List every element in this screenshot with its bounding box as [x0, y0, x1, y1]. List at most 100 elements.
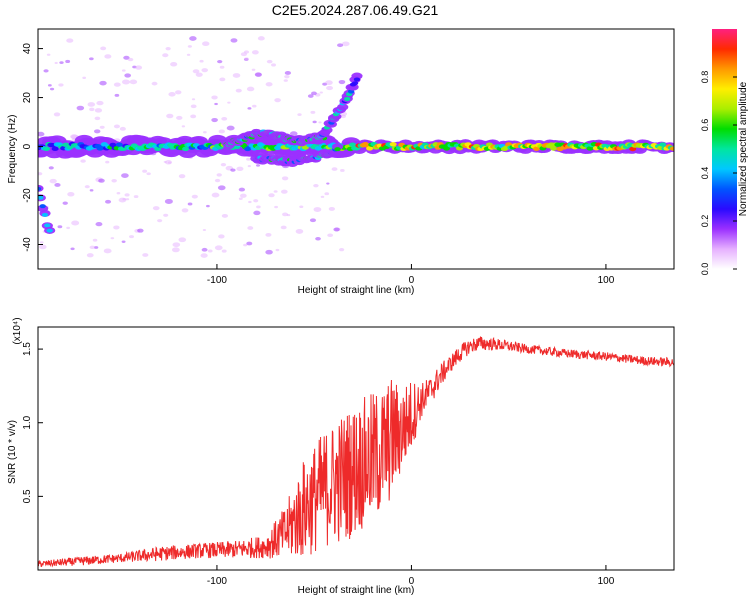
spectrogram-speck: [118, 197, 127, 203]
spectrogram-speck: [219, 65, 225, 69]
main-band-core: [43, 146, 51, 151]
spectrogram-speck: [221, 213, 228, 218]
spectrogram-speck: [165, 47, 171, 51]
snr-y-tick-label: 1.5: [22, 342, 33, 356]
spectrogram-x-tick-label: -100: [207, 275, 227, 286]
spectrogram-speck: [265, 232, 272, 237]
spectrogram-speck: [163, 160, 167, 163]
spectrogram-speck: [284, 71, 292, 75]
spectrogram-speck: [286, 213, 291, 217]
spectrogram-speck: [99, 125, 105, 129]
spectrogram-speck: [268, 193, 275, 198]
colorbar-tick-label: 0.6: [700, 119, 710, 132]
spectrogram-speck: [66, 226, 71, 230]
spectrogram-speck: [151, 81, 158, 86]
rising-streak: [351, 81, 359, 86]
spectrogram-speck: [135, 65, 143, 70]
spectrogram-speck: [247, 165, 251, 168]
spectrogram-speck: [71, 220, 80, 226]
spectrogram-speck: [114, 93, 120, 97]
snr-x-tick-label: 0: [409, 576, 415, 587]
spectrogram-speck: [168, 92, 176, 97]
spectrogram-speck: [311, 91, 317, 96]
spectrogram-speck: [186, 53, 191, 56]
spectrogram-speck: [100, 46, 107, 51]
spectrogram-speck: [235, 88, 242, 93]
main-band-core: [629, 146, 637, 152]
spectrogram-speck: [324, 192, 330, 196]
spectrogram-speck: [337, 43, 344, 48]
colorbar-tick-label: 0.8: [700, 71, 710, 84]
main-band-core: [550, 146, 558, 151]
snr-y-tick-label: 0.5: [22, 489, 33, 503]
spectrogram-speck: [142, 169, 148, 173]
spectrogram-speck: [240, 52, 247, 57]
spectrogram-speck: [340, 114, 347, 119]
spectrogram-y-tick-label: 20: [22, 92, 33, 104]
main-band-core: [366, 146, 374, 151]
spectrogram-speck: [171, 247, 180, 253]
spectrogram-speck: [119, 126, 126, 131]
spectrogram-speck: [251, 68, 256, 71]
spectrogram-speck: [328, 206, 335, 211]
spectrogram-speck: [178, 174, 186, 179]
chart-title: C2E5.2024.287.06.49.G21: [272, 2, 439, 18]
spectrogram-speck: [121, 79, 130, 85]
spectrogram-speck: [246, 157, 251, 161]
spectrogram-y-label: Frequency (Hz): [7, 115, 18, 184]
spectrogram-speck: [152, 206, 160, 211]
spectrogram-speck: [202, 228, 207, 231]
snr-marks: [38, 336, 674, 568]
spectrogram-speck: [325, 80, 333, 86]
spectrogram-speck: [82, 76, 87, 79]
rising-streak: [353, 77, 361, 82]
spectrogram-speck: [244, 57, 249, 61]
spectrogram-speck: [251, 50, 259, 55]
spectrogram-speck: [65, 59, 71, 63]
spectrogram-speck: [318, 121, 322, 124]
spectrogram-speck: [227, 101, 231, 104]
spectrogram-speck: [313, 183, 319, 188]
spectrogram-speck: [266, 59, 273, 64]
spectrogram-x-tick-label: 0: [409, 275, 415, 286]
main-band-core: [659, 142, 667, 147]
spectrogram-speck: [170, 62, 178, 67]
spectrogram-speck: [220, 163, 227, 167]
spectrogram-speck: [39, 244, 47, 250]
spectrogram-speck: [121, 173, 129, 178]
spectrogram-speck: [289, 131, 298, 137]
spectrogram-speck: [124, 73, 132, 78]
spectrogram-speck: [271, 63, 277, 67]
colorbar-ticks: 0.0 0.2 0.4 0.6 0.8: [700, 71, 737, 276]
spectrogram-speck: [246, 241, 253, 246]
spectrogram-speck: [216, 173, 222, 177]
spectrogram-speck: [96, 100, 104, 106]
spectrogram-speck: [67, 192, 75, 197]
lower-branch: [334, 147, 341, 152]
spectrogram-speck: [256, 205, 261, 209]
colorbar-tick-label: 0.0: [700, 263, 710, 276]
spectrogram-speck: [80, 159, 86, 163]
main-band-core: [154, 146, 162, 152]
spectrogram-speck: [103, 248, 112, 254]
spectrogram-speck: [89, 245, 96, 249]
spectrogram-speck: [92, 238, 98, 242]
snr-frame: [37, 326, 675, 571]
colorbar-ramp: [712, 29, 737, 269]
spectrogram-speck: [146, 172, 151, 176]
spectrogram-speck: [129, 235, 134, 239]
spectrogram-speck: [248, 200, 252, 204]
spectrogram-speck: [66, 38, 74, 43]
spectrogram-speck: [84, 185, 90, 189]
rising-streak-halo: [337, 103, 349, 111]
left-edge-streak: [38, 186, 42, 191]
spectrogram-speck: [327, 233, 334, 238]
spectrogram-speck: [226, 125, 235, 131]
spectrogram-speck: [246, 86, 255, 92]
spectrogram-speck: [243, 243, 248, 247]
spectrogram-y-tick-label: 0: [22, 143, 33, 149]
spectrogram-speck: [89, 107, 95, 112]
spectrogram-speck: [54, 61, 58, 64]
colorbar: 0.0 0.2 0.4 0.6 0.8 Normalized spectral ampl…: [700, 29, 749, 275]
